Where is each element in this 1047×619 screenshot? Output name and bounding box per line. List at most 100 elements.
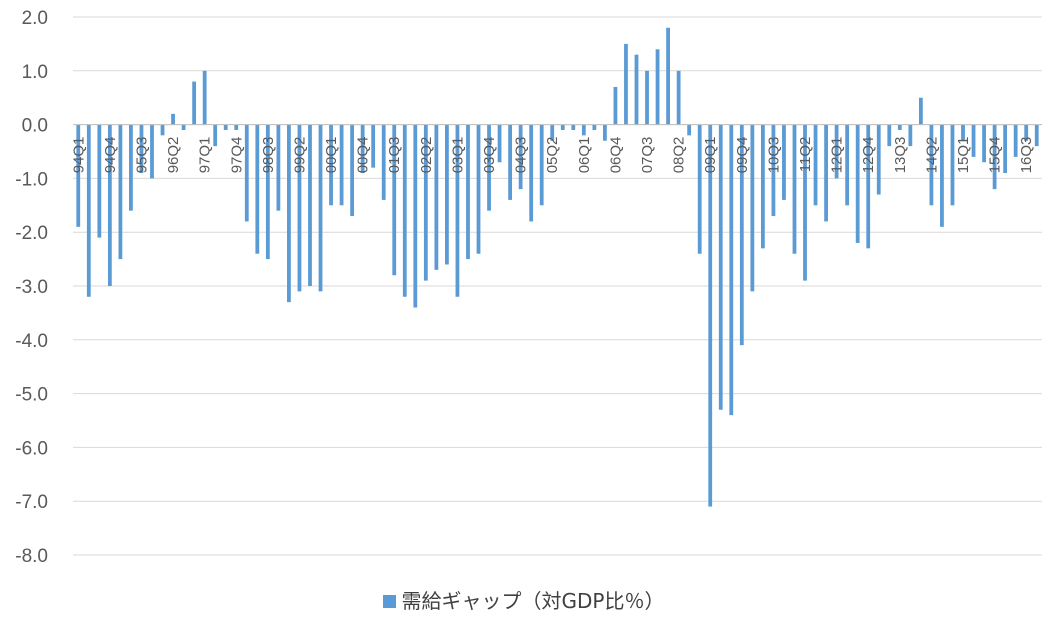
bar-07Q1 — [624, 43, 628, 125]
x-tick-label: 94Q1 — [70, 137, 87, 174]
x-tick-label: 13Q3 — [892, 137, 909, 174]
bar-97Q2 — [213, 124, 218, 147]
x-tick-label: 15Q4 — [987, 137, 1004, 174]
bar-02Q4 — [445, 124, 449, 265]
y-tick-label: -6.0 — [15, 438, 48, 459]
bar-03Q4 — [487, 124, 491, 211]
x-tick-label: 06Q4 — [607, 137, 624, 174]
y-tick-label: -1.0 — [15, 169, 48, 190]
y-tick-label: -5.0 — [15, 385, 48, 406]
bar-97Q4 — [234, 124, 239, 130]
bar-06Q4 — [613, 86, 618, 125]
bar-14Q1 — [918, 97, 923, 125]
bar-94Q2 — [86, 124, 91, 297]
bar-98Q3 — [265, 124, 270, 260]
x-tick-label: 01Q3 — [386, 137, 403, 174]
bar-04Q2 — [508, 124, 512, 200]
bar-08Q2 — [676, 70, 681, 125]
bar-94Q3 — [97, 124, 102, 238]
bar-95Q4 — [150, 124, 154, 179]
bar-02Q3 — [434, 124, 439, 270]
bar-14Q4 — [950, 124, 955, 206]
bar-02Q1 — [413, 124, 418, 308]
bar-05Q3 — [560, 124, 565, 130]
x-tick-label: 10Q3 — [765, 137, 782, 174]
bar-99Q1 — [287, 124, 291, 303]
y-tick-label: -4.0 — [15, 331, 48, 352]
legend: 需給ギャップ（対GDP比％） — [0, 585, 1047, 614]
bar-96Q1 — [160, 124, 165, 136]
bar-11Q1 — [792, 124, 797, 254]
bar-03Q1 — [455, 124, 460, 297]
x-tick-label: 09Q1 — [702, 137, 719, 174]
bar-16Q2 — [1013, 124, 1018, 157]
bar-99Q3 — [308, 124, 312, 286]
bar-95Q1 — [118, 124, 123, 260]
bar-00Q4 — [360, 124, 365, 174]
x-tick-label: 05Q2 — [544, 137, 561, 174]
bar-97Q1 — [202, 70, 207, 125]
x-tick-label: 08Q2 — [671, 137, 688, 174]
bar-08Q3 — [687, 124, 692, 136]
x-tick-label: 02Q2 — [418, 137, 435, 174]
y-tick-label: -2.0 — [15, 223, 48, 244]
bar-12Q4 — [866, 124, 871, 249]
x-tick-label: 96Q2 — [165, 137, 182, 174]
bar-10Q2 — [760, 124, 765, 249]
bar-11Q4 — [824, 124, 828, 222]
bar-05Q4 — [571, 124, 576, 130]
bar-01Q2 — [381, 124, 386, 200]
y-tick-label: 2.0 — [22, 8, 48, 29]
y-tick-label: -3.0 — [15, 277, 48, 298]
x-tick-label: 06Q1 — [576, 137, 593, 174]
bar-04Q4 — [529, 124, 534, 222]
bar-15Q3 — [982, 124, 986, 163]
bar-16Q4 — [1034, 124, 1039, 147]
bar-98Q4 — [276, 124, 281, 211]
bar-12Q1 — [834, 124, 839, 179]
bar-13Q2 — [887, 124, 892, 147]
x-tick-label: 07Q3 — [639, 137, 656, 174]
bar-98Q1 — [244, 124, 249, 222]
x-tick-label: 11Q2 — [797, 137, 814, 173]
bar-07Q4 — [655, 49, 660, 125]
bar-01Q4 — [402, 124, 407, 297]
bar-10Q4 — [782, 124, 786, 200]
bar-08Q1 — [666, 27, 670, 125]
bar-99Q4 — [318, 124, 323, 292]
bar-95Q3 — [139, 124, 144, 174]
bar-95Q2 — [129, 124, 133, 211]
bar-13Q1 — [876, 124, 881, 195]
x-tick-label: 09Q4 — [734, 137, 751, 174]
x-tick-label: 97Q1 — [197, 137, 214, 174]
bar-94Q1 — [76, 124, 81, 227]
bar-94Q4 — [107, 124, 112, 286]
bar-07Q3 — [645, 70, 649, 125]
bar-15Q2 — [971, 124, 976, 157]
bar-00Q1 — [329, 124, 333, 206]
bar-11Q3 — [813, 124, 818, 206]
bars — [76, 27, 1039, 507]
x-tick-label: 03Q1 — [449, 137, 466, 174]
bar-11Q2 — [803, 124, 807, 281]
bar-05Q2 — [550, 124, 555, 141]
bar-06Q3 — [603, 124, 607, 141]
bar-16Q3 — [1024, 124, 1029, 141]
bar-04Q1 — [497, 124, 502, 163]
gridlines — [73, 16, 1042, 556]
bar-13Q4 — [908, 124, 913, 147]
bar-99Q2 — [297, 124, 302, 292]
x-tick-label: 00Q1 — [323, 137, 340, 174]
x-tick-label: 12Q1 — [829, 137, 846, 174]
bar-10Q1 — [750, 124, 755, 292]
legend-label: 需給ギャップ（対GDP比％） — [401, 589, 665, 613]
x-tick-label: 98Q3 — [260, 137, 277, 174]
x-tick-label: 97Q4 — [228, 137, 245, 174]
x-tick-label: 14Q2 — [923, 137, 940, 174]
bar-12Q2 — [845, 124, 850, 206]
bar-15Q4 — [992, 124, 997, 190]
bar-06Q1 — [581, 124, 586, 136]
bar-96Q2 — [171, 113, 175, 125]
bar-96Q3 — [181, 124, 186, 130]
